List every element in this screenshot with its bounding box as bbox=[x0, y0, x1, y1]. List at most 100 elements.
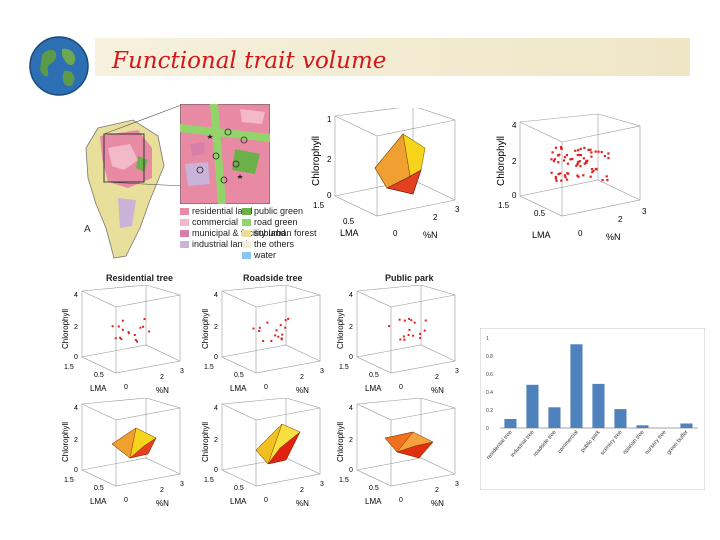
axis-label-chlorophyll: Chlorophyll bbox=[61, 422, 70, 462]
globe-icon bbox=[29, 36, 89, 96]
scatter-point bbox=[605, 175, 608, 178]
legend-swatch bbox=[242, 208, 251, 216]
trait-volume-polygon bbox=[384, 431, 414, 453]
volume-plot-all: 1 2 0 1.5 0.5 0 2 3 LMA %N Chlorophyll bbox=[311, 108, 460, 240]
axis-label-n: %N bbox=[156, 499, 169, 508]
scatter-point bbox=[590, 168, 594, 171]
svg-text:0: 0 bbox=[124, 384, 128, 391]
title-bar bbox=[95, 38, 690, 76]
axis-label-lma: LMA bbox=[90, 497, 107, 506]
scatter-point bbox=[279, 324, 282, 327]
scatter-point bbox=[403, 338, 406, 341]
scatter-point bbox=[560, 147, 563, 150]
svg-text:2: 2 bbox=[74, 437, 78, 444]
svg-text:0.5: 0.5 bbox=[534, 209, 546, 218]
axis-label-chlorophyll: Chlorophyll bbox=[336, 309, 345, 349]
legend-item: the others bbox=[242, 239, 294, 249]
svg-text:2: 2 bbox=[512, 157, 517, 166]
scatter-point bbox=[119, 336, 122, 339]
scatter-point bbox=[554, 175, 557, 179]
axis-label-n: %N bbox=[431, 386, 444, 395]
scatter-point bbox=[554, 146, 558, 149]
scatter-point bbox=[597, 150, 600, 153]
scatter-point bbox=[576, 162, 579, 166]
scatter-point bbox=[606, 179, 609, 182]
legend-label: suburban forest bbox=[254, 228, 317, 238]
bar bbox=[614, 409, 627, 428]
scatter-point bbox=[139, 326, 142, 329]
axis-label-lma: LMA bbox=[365, 497, 382, 506]
page-title: Functional trait volume bbox=[112, 48, 387, 74]
scatter-point bbox=[579, 147, 582, 150]
scatter-point bbox=[274, 334, 277, 337]
scatter-point bbox=[399, 338, 402, 341]
legend-label: commercial bbox=[192, 217, 239, 227]
svg-text:2: 2 bbox=[435, 487, 439, 494]
legend-label: water bbox=[254, 250, 277, 260]
axis-label-lma: LMA bbox=[532, 230, 551, 240]
svg-text:3: 3 bbox=[320, 368, 324, 375]
svg-text:2: 2 bbox=[300, 487, 304, 494]
bar bbox=[680, 423, 693, 428]
axis-label-chlorophyll: Chlorophyll bbox=[201, 422, 210, 462]
svg-text:0.5: 0.5 bbox=[234, 485, 244, 492]
scatter-point bbox=[550, 158, 553, 161]
legend-swatch bbox=[180, 230, 189, 238]
bar bbox=[504, 419, 517, 428]
scatter-point bbox=[258, 326, 261, 329]
scatter-point bbox=[563, 156, 566, 159]
scatter-point bbox=[579, 154, 583, 157]
scatter-point bbox=[127, 332, 130, 335]
svg-text:1.5: 1.5 bbox=[64, 477, 74, 484]
scatter-point bbox=[559, 146, 563, 149]
axis-label-n: %N bbox=[296, 499, 309, 508]
bar-y-tick: 0.2 bbox=[486, 408, 493, 414]
svg-text:4: 4 bbox=[74, 405, 78, 412]
svg-text:4: 4 bbox=[214, 292, 218, 299]
svg-text:3: 3 bbox=[180, 368, 184, 375]
svg-text:0: 0 bbox=[349, 467, 353, 474]
legend-swatch bbox=[180, 208, 189, 216]
svg-text:1.5: 1.5 bbox=[339, 364, 349, 371]
scatter-point bbox=[121, 328, 124, 331]
svg-text:0: 0 bbox=[349, 354, 353, 361]
scatter-point bbox=[127, 331, 130, 334]
scatter-point bbox=[554, 177, 557, 180]
scatter-point bbox=[270, 340, 273, 342]
svg-text:2: 2 bbox=[160, 374, 164, 381]
axis-label-n: %N bbox=[156, 386, 169, 395]
scatter-point bbox=[120, 338, 123, 341]
scatter-point bbox=[578, 154, 581, 157]
scatter-point bbox=[424, 319, 427, 322]
axis-label-chlorophyll: Chlorophyll bbox=[311, 136, 322, 186]
scatter-point bbox=[563, 174, 566, 177]
axis-label-chlorophyll: Chlorophyll bbox=[61, 309, 70, 349]
legend-swatch bbox=[180, 241, 189, 249]
svg-text:2: 2 bbox=[435, 374, 439, 381]
legend-item: residential land bbox=[180, 206, 253, 216]
svg-text:2: 2 bbox=[160, 487, 164, 494]
scatter-point bbox=[134, 338, 137, 341]
scatter-point bbox=[402, 335, 405, 338]
legend-label: road green bbox=[254, 217, 298, 227]
scatter-point bbox=[556, 154, 560, 157]
axis-label-chlorophyll: Chlorophyll bbox=[201, 309, 210, 349]
scatter-point bbox=[111, 325, 114, 328]
axis-label-n: %N bbox=[606, 232, 621, 242]
legend-item: suburban forest bbox=[242, 228, 317, 238]
scatter-point bbox=[262, 340, 265, 342]
scatter-point bbox=[281, 333, 284, 336]
trait-volume-polygon bbox=[129, 437, 157, 459]
trait-volume-polygon bbox=[267, 431, 301, 465]
svg-text:3: 3 bbox=[455, 481, 459, 488]
scatter-point bbox=[117, 325, 120, 328]
scatter-point bbox=[142, 325, 145, 328]
svg-text:3: 3 bbox=[455, 205, 460, 214]
scatter-point bbox=[569, 158, 572, 161]
legend-item bbox=[180, 250, 192, 260]
scatter-plot-all: 4 2 0 1.5 0.5 0 2 3 LMA %N Chlorophyll bbox=[496, 113, 647, 242]
